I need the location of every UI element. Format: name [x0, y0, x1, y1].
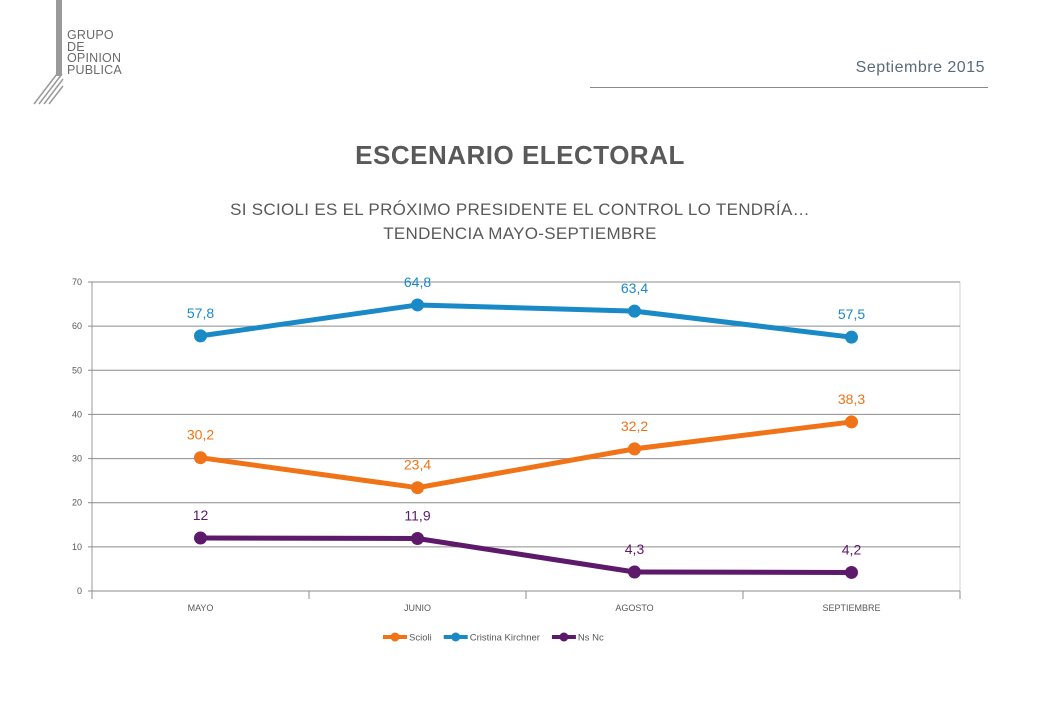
data-point [628, 304, 641, 318]
y-tick-label: 30 [72, 454, 82, 464]
x-tick-label: SEPTIEMBRE [822, 603, 880, 613]
data-point [845, 330, 858, 344]
data-label: 4,2 [842, 541, 862, 557]
logo-bar [56, 0, 62, 76]
brand-line: GRUPO [67, 28, 114, 42]
legend-swatch-marker [451, 632, 461, 642]
data-label: 32,2 [621, 418, 648, 434]
data-label: 23,4 [404, 457, 431, 473]
data-label: 38,3 [838, 391, 865, 407]
logo-stripe [48, 85, 64, 105]
data-label: 63,4 [621, 280, 648, 296]
data-point [411, 298, 424, 312]
y-tick-label: 20 [72, 498, 82, 508]
y-tick-label: 60 [72, 321, 82, 331]
data-label: 57,8 [187, 305, 214, 321]
series-line [198, 535, 854, 575]
chart-subtitle-line-1: SI SCIOLI ES EL PRÓXIMO PRESIDENTE EL CO… [230, 200, 810, 219]
legend-label: Ns Nc [578, 633, 604, 644]
data-point [194, 451, 207, 465]
page-title: ESCENARIO ELECTORAL [355, 140, 685, 170]
series-line [198, 302, 854, 340]
x-tick-label: JUNIO [404, 603, 431, 613]
data-label: 11,9 [404, 507, 430, 523]
brand-line: DE [67, 39, 85, 54]
legend-swatch-marker [559, 632, 569, 642]
y-tick-label: 50 [72, 365, 82, 375]
legend-swatch-marker [390, 632, 400, 642]
data-label: 4,3 [625, 541, 645, 557]
legend-label: Cristina Kirchner [470, 633, 540, 644]
y-tick-label: 70 [72, 277, 82, 287]
y-tick-label: 10 [72, 542, 82, 552]
brand-name: GRUPO DE OPINION PUBLICA [67, 28, 122, 77]
data-label: 30,2 [187, 427, 214, 443]
logo-stripe [43, 78, 64, 105]
x-tick-label: MAYO [188, 603, 214, 613]
logo [33, 0, 64, 105]
data-label: 64,8 [404, 274, 431, 290]
series-line [198, 419, 854, 491]
header-date: Septiembre 2015 [855, 59, 985, 76]
data-point [628, 565, 641, 579]
data-point [845, 565, 858, 579]
y-tick-label: 40 [72, 409, 82, 419]
data-point [845, 415, 858, 429]
logo-stripe [38, 73, 63, 105]
data-point [628, 442, 641, 456]
data-point [194, 329, 207, 343]
legend-label: Scioli [409, 633, 432, 644]
header-rule [590, 87, 988, 88]
data-label: 57,5 [838, 306, 865, 322]
logo-stripe [33, 69, 61, 105]
brand-line: PUBLICA [67, 62, 122, 77]
chart-subtitle-line-2: TENDENCIA MAYO-SEPTIEMBRE [383, 224, 657, 243]
data-point [411, 481, 424, 495]
data-label: 12 [193, 507, 209, 523]
data-point [194, 531, 207, 545]
data-point [411, 531, 424, 545]
brand-line: OPINION [67, 51, 122, 65]
y-tick-label: 0 [77, 586, 82, 596]
x-tick-label: AGOSTO [615, 603, 653, 613]
